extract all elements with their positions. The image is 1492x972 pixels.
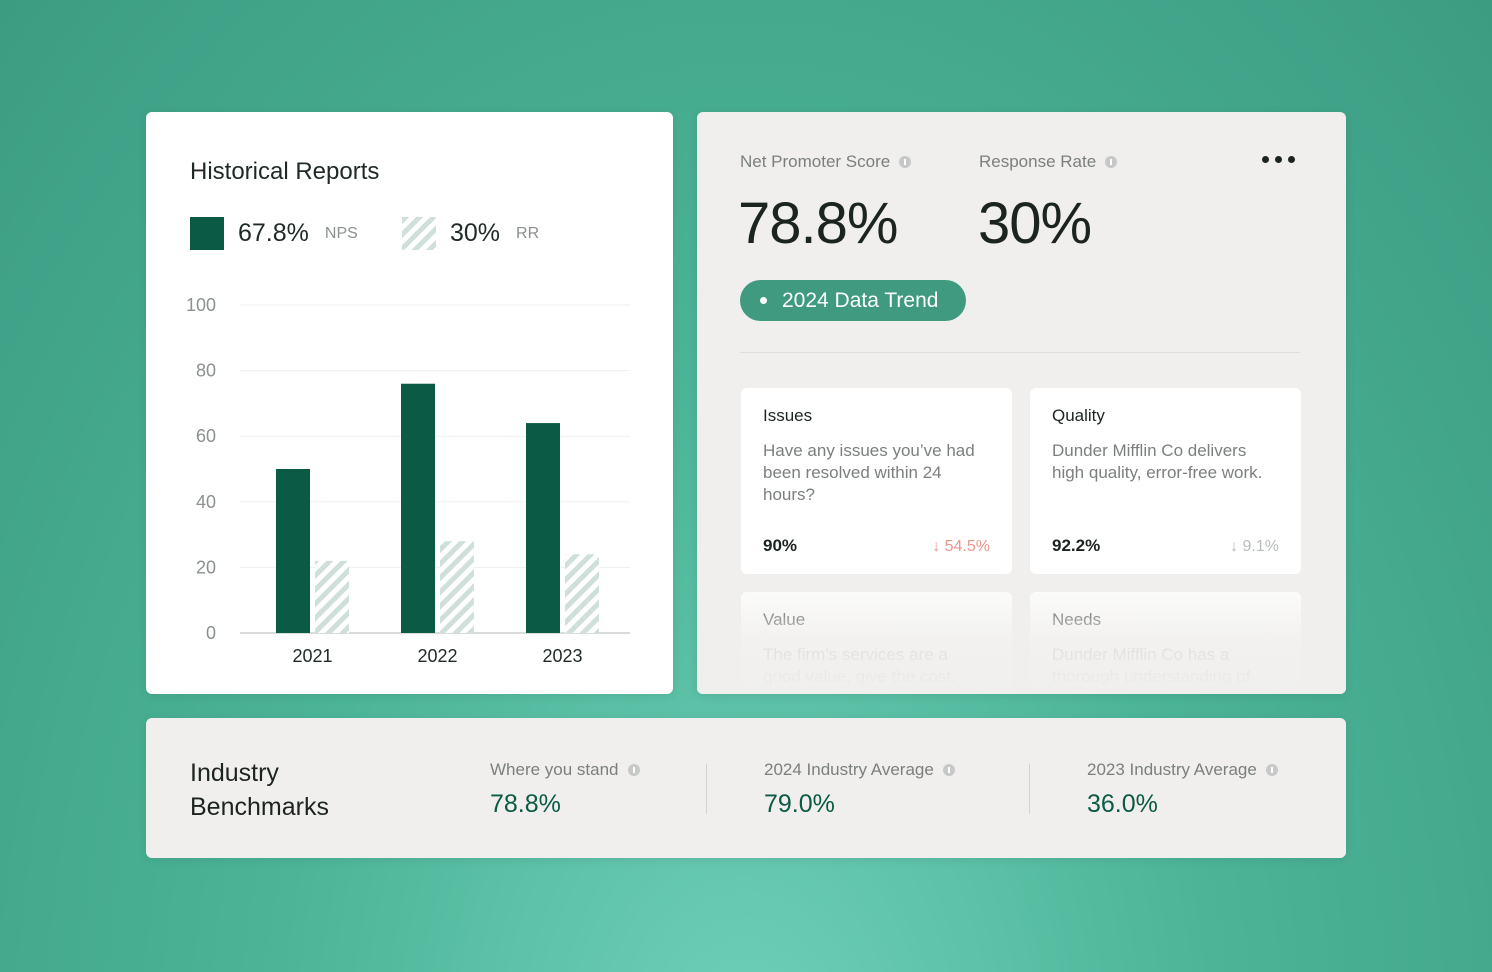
- benchmark-2024-average: 2024 Industry Average 79.0%: [764, 760, 955, 819]
- question-card-issues[interactable]: Issues Have any issues you’ve had been r…: [741, 388, 1012, 574]
- info-icon[interactable]: [899, 156, 912, 168]
- benchmark-label-text: 2024 Industry Average: [764, 760, 934, 779]
- question-card-needs[interactable]: Needs Dunder Mifflin Co has a thorough u…: [1030, 592, 1301, 694]
- nps-label-text: Net Promoter Score: [740, 152, 891, 171]
- x-tick-label: 2021: [292, 646, 332, 666]
- y-tick-label: 100: [186, 295, 216, 315]
- legend-rr: 30% RR: [402, 217, 539, 250]
- question-title: Issues: [763, 406, 813, 425]
- benchmark-label-text: 2023 Industry Average: [1087, 760, 1257, 779]
- legend-nps-value: 67.8%: [238, 219, 309, 247]
- historical-reports-card: Historical Reports 67.8% NPS 30% RR 0 20 4…: [146, 112, 673, 694]
- question-text: Have any issues you’ve had been resolved…: [763, 441, 975, 504]
- benchmark-label-text: Where you stand: [490, 760, 619, 779]
- question-score: 90%: [763, 536, 798, 555]
- bar-rr-2023[interactable]: [565, 554, 599, 633]
- x-tick-label: 2022: [417, 646, 457, 666]
- legend-nps: 67.8% NPS: [190, 217, 358, 250]
- score-card: Net Promoter Score 78.8% Response Rate 3…: [697, 112, 1346, 694]
- bar-nps-2022[interactable]: [401, 383, 435, 633]
- historical-reports-title: Historical Reports: [190, 158, 380, 185]
- bar-rr-2022[interactable]: [440, 541, 474, 633]
- rr-label-text: Response Rate: [979, 152, 1097, 171]
- divider: [740, 352, 1300, 353]
- question-delta: ↓ 9.1%: [1230, 538, 1279, 555]
- y-tick-label: 40: [196, 492, 216, 512]
- benchmark-where-you-stand: Where you stand 78.8%: [490, 760, 640, 819]
- benchmark-label: Where you stand: [490, 760, 640, 780]
- y-tick-label: 20: [196, 557, 216, 577]
- bar-nps-2021[interactable]: [276, 469, 310, 633]
- question-title: Quality: [1052, 406, 1105, 425]
- question-title: Needs: [1052, 610, 1102, 629]
- legend-nps-label: NPS: [324, 224, 358, 242]
- info-icon[interactable]: [942, 764, 955, 776]
- benchmark-2023-average: 2023 Industry Average 36.0%: [1087, 760, 1278, 819]
- bullet-icon: [760, 297, 767, 304]
- rr-label: Response Rate: [979, 152, 1118, 172]
- rr-value: 30%: [978, 191, 1092, 256]
- question-text: Dunder Mifflin Co has a thorough underst…: [1052, 645, 1251, 686]
- nps-label: Net Promoter Score: [740, 152, 912, 172]
- more-horizontal-icon[interactable]: [1262, 156, 1295, 163]
- divider: [1029, 764, 1030, 814]
- benchmarks-title: Industry Benchmarks: [190, 759, 329, 821]
- benchmark-value: 36.0%: [1087, 790, 1158, 818]
- benchmark-label: 2023 Industry Average: [1087, 760, 1278, 780]
- question-title: Value: [763, 610, 806, 629]
- question-card-value[interactable]: Value The firm’s services are a good val…: [741, 592, 1012, 694]
- legend-rr-value: 30%: [450, 219, 501, 247]
- nps-swatch: [190, 217, 224, 250]
- data-trend-button[interactable]: 2024 Data Trend: [740, 280, 966, 321]
- rr-swatch: [402, 217, 436, 250]
- y-tick-label: 80: [196, 361, 216, 381]
- nps-value: 78.8%: [738, 191, 898, 256]
- question-text: The firm’s services are a good value, gi…: [763, 645, 956, 686]
- info-icon[interactable]: [1265, 764, 1278, 776]
- y-tick-label: 60: [196, 426, 216, 446]
- divider: [706, 764, 707, 814]
- question-score: 92.2%: [1052, 536, 1101, 555]
- question-text: Dunder Mifflin Co delivers high quality,…: [1052, 441, 1263, 482]
- historical-bar-chart: 0 20 40 60 80 100 2021 2022 2023: [186, 295, 630, 666]
- benchmark-label: 2024 Industry Average: [764, 760, 955, 780]
- bar-nps-2023[interactable]: [526, 423, 560, 633]
- bar-rr-2021[interactable]: [315, 560, 349, 633]
- y-tick-label: 0: [206, 623, 216, 643]
- legend-rr-label: RR: [516, 224, 540, 242]
- x-tick-label: 2023: [542, 646, 582, 666]
- industry-benchmarks-card: Industry Benchmarks Where you stand 78.8…: [146, 718, 1346, 858]
- info-icon[interactable]: [1105, 156, 1118, 168]
- info-icon[interactable]: [627, 764, 640, 776]
- data-trend-label: 2024 Data Trend: [782, 288, 939, 312]
- question-card-quality[interactable]: Quality Dunder Mifflin Co delivers high …: [1030, 388, 1301, 574]
- question-delta: ↓ 54.5%: [932, 538, 990, 555]
- benchmark-value: 79.0%: [764, 790, 835, 818]
- benchmark-value: 78.8%: [490, 790, 561, 818]
